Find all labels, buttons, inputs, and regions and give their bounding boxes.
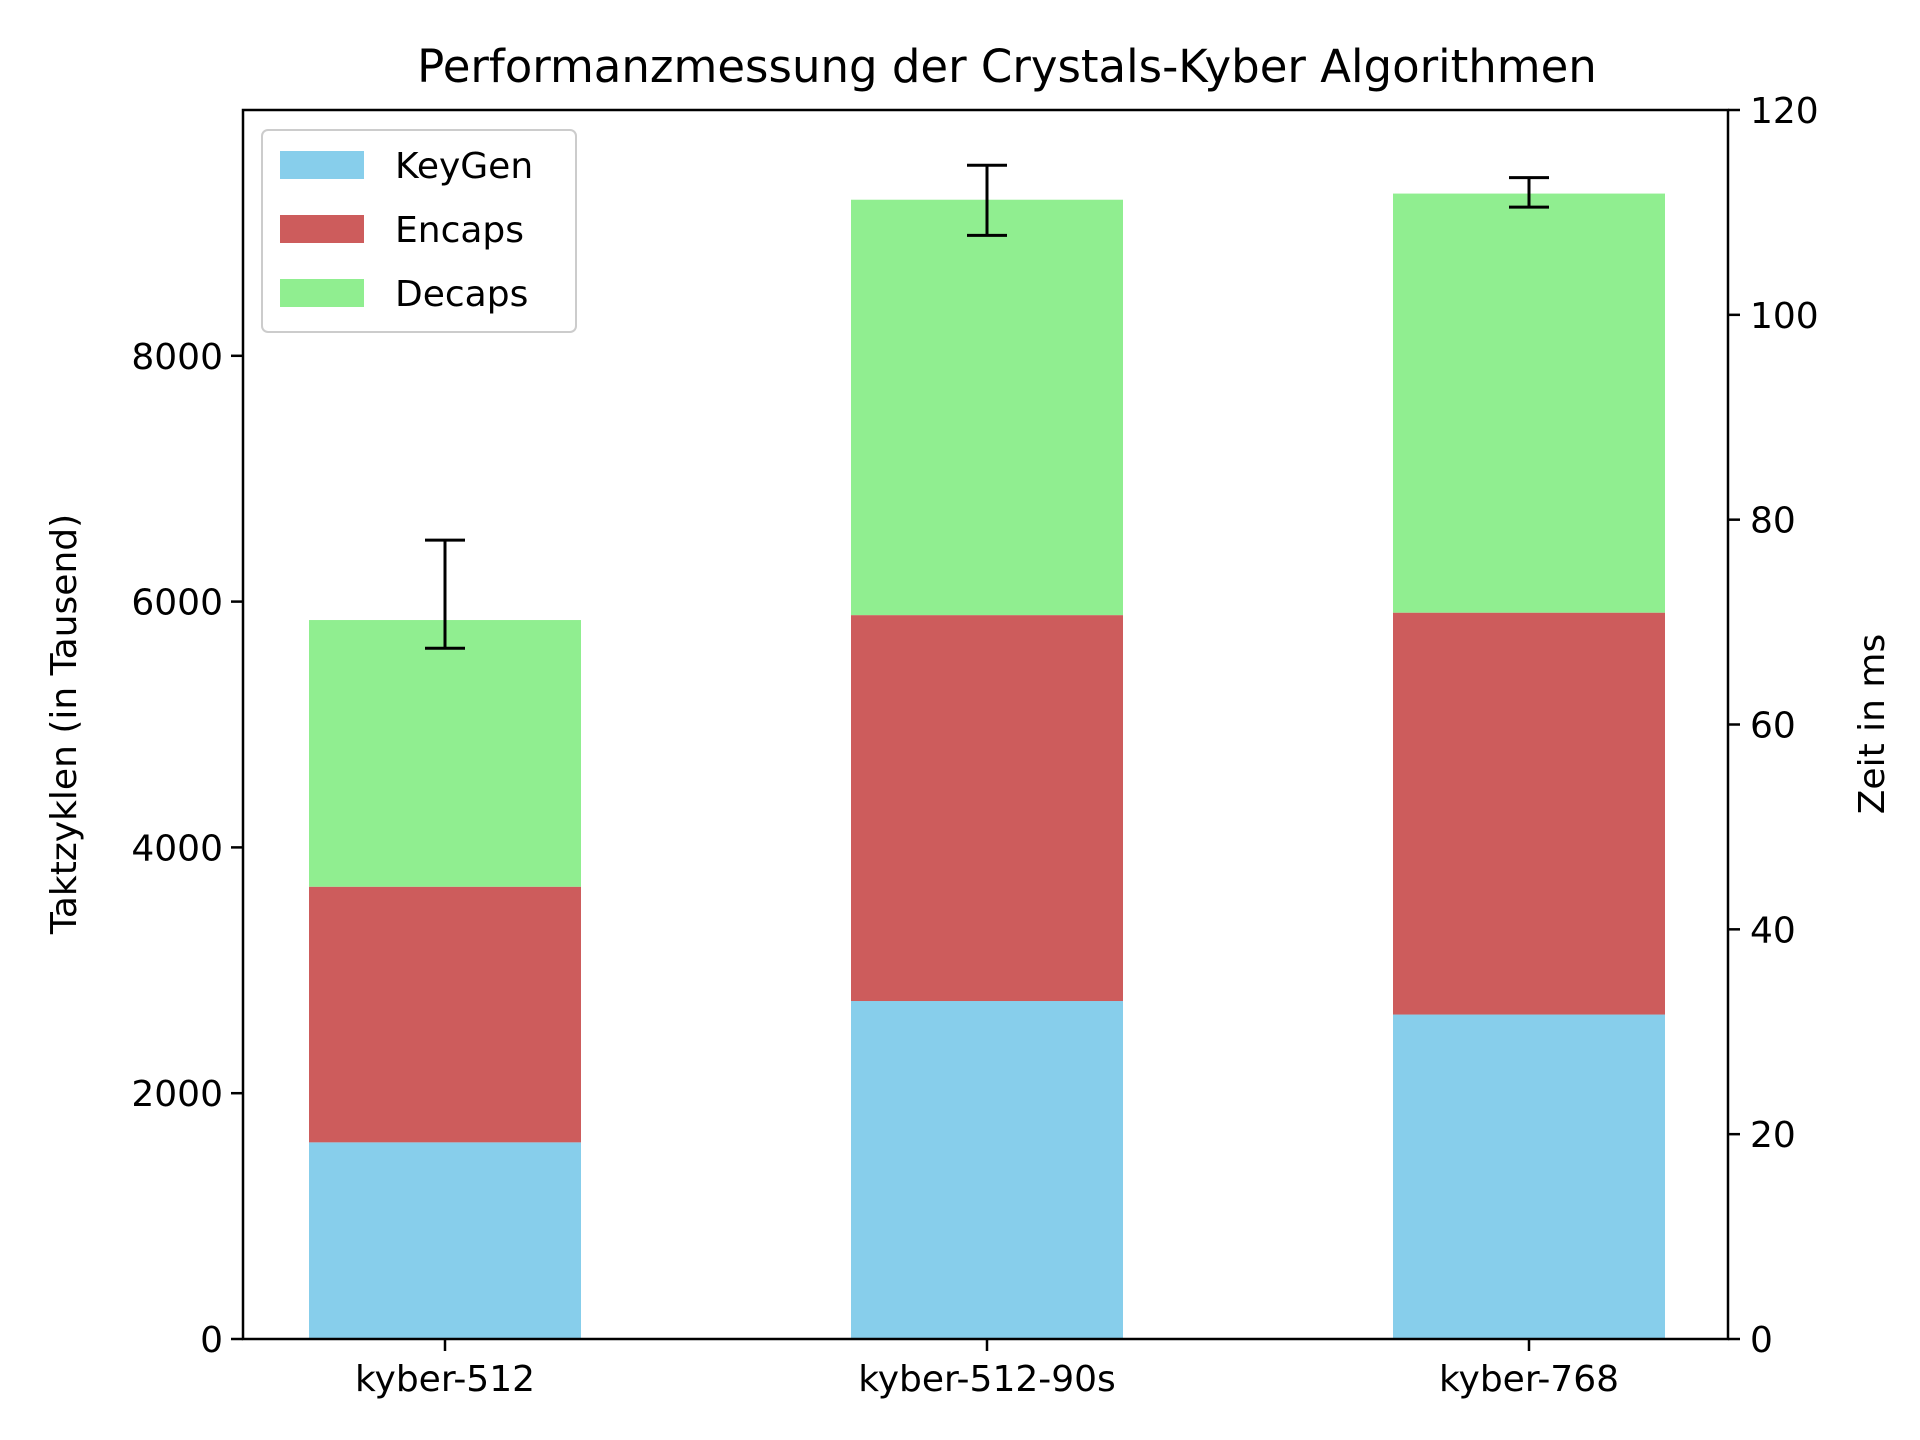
bar-keygen-kyber-512 <box>309 1142 581 1339</box>
x-axis: kyber-512 kyber-512-90s kyber-768 <box>355 1339 1619 1400</box>
bar-encaps-kyber-768 <box>1393 612 1665 1015</box>
chart-title: Performanzmessung der Crystals-Kyber Alg… <box>417 40 1597 93</box>
bar-encaps-kyber-512-90s <box>851 615 1123 1002</box>
legend-swatch-keygen <box>280 151 364 179</box>
legend-swatch-encaps <box>280 215 364 243</box>
y-right-tick-label: 20 <box>1750 1115 1796 1156</box>
y-tick-label: 4000 <box>131 828 223 869</box>
x-tick-label: kyber-768 <box>1439 1359 1619 1400</box>
left-axis: 0 2000 4000 6000 8000 <box>131 337 243 1361</box>
y-tick-label: 8000 <box>131 337 223 378</box>
bar-decaps-kyber-512-90s <box>851 199 1123 616</box>
y-tick-label: 0 <box>200 1320 223 1361</box>
legend: KeyGen Encaps Decaps <box>261 129 577 333</box>
y-tick-label: 6000 <box>131 583 223 624</box>
x-tick-label: kyber-512-90s <box>858 1359 1116 1400</box>
y-right-tick-label: 0 <box>1750 1320 1773 1361</box>
y-right-tick-label: 80 <box>1750 501 1796 542</box>
y-tick-label: 2000 <box>131 1074 223 1115</box>
y-right-tick-label: 120 <box>1750 91 1819 132</box>
y-axis-label: Taktzyklen (in Tausend) <box>44 514 85 935</box>
right-axis: 0 20 40 60 80 100 120 <box>1728 91 1819 1361</box>
y-right-tick-label: 100 <box>1750 296 1819 337</box>
legend-label-decaps: Decaps <box>395 274 528 315</box>
y-right-tick-label: 60 <box>1750 706 1796 747</box>
legend-label-keygen: KeyGen <box>395 146 533 187</box>
y-axis-label-right: Zeit in ms <box>1852 634 1893 814</box>
y-right-tick-label: 40 <box>1750 910 1796 951</box>
bar-keygen-kyber-768 <box>1393 1014 1665 1339</box>
legend-label-encaps: Encaps <box>395 210 524 251</box>
bar-decaps-kyber-512 <box>309 620 581 887</box>
bar-keygen-kyber-512-90s <box>851 1001 1123 1339</box>
legend-swatch-decaps <box>280 279 364 307</box>
bar-decaps-kyber-768 <box>1393 193 1665 613</box>
bar-encaps-kyber-512 <box>309 886 581 1143</box>
x-tick-label: kyber-512 <box>355 1359 535 1400</box>
bars-group <box>309 193 1665 1339</box>
errorbars-group <box>425 163 1549 650</box>
